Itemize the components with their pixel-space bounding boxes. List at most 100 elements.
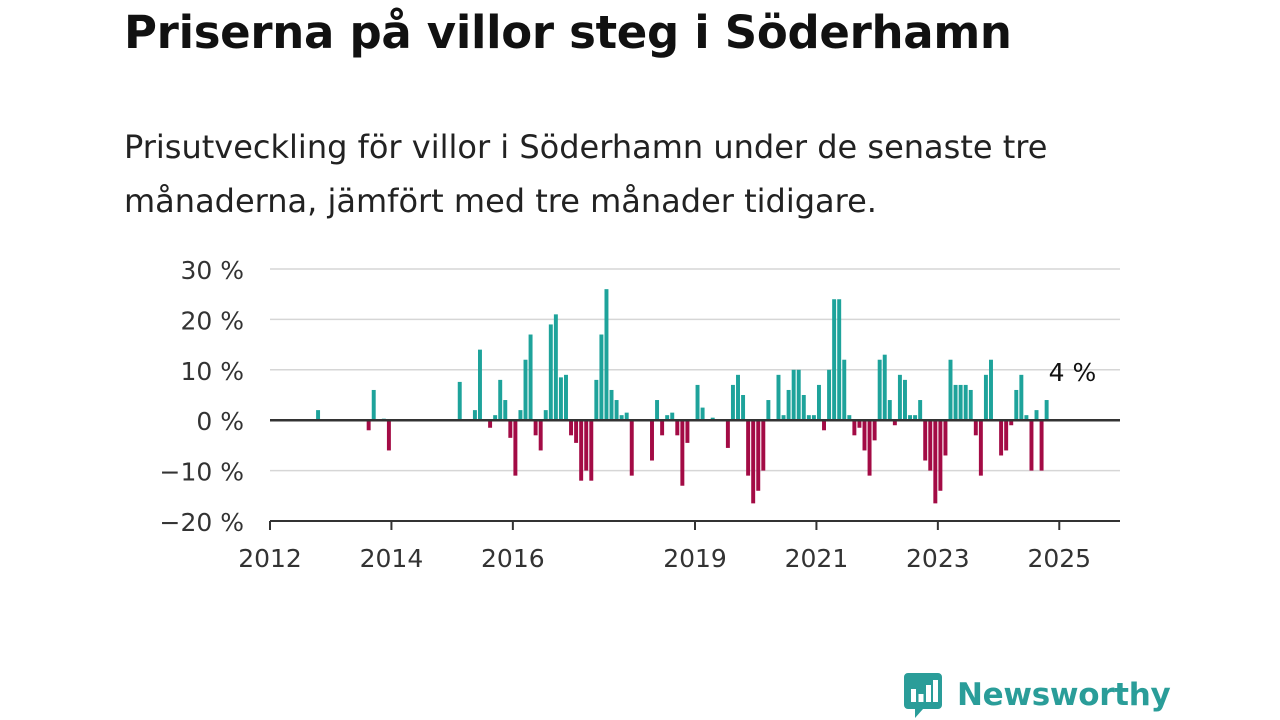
bar (371, 389, 376, 421)
bar (599, 334, 604, 421)
bar (968, 389, 973, 421)
bars (316, 289, 1049, 504)
y-tick-label: 10 % (180, 357, 244, 386)
x-tick-label: 2023 (906, 544, 970, 573)
bar (822, 420, 826, 431)
bar (523, 359, 528, 421)
bar (725, 420, 730, 448)
bar (903, 379, 907, 421)
bar (897, 374, 902, 421)
y-axis-tick-labels: 30 % 20 % 10 % 0 % −10 % −20 % (160, 256, 244, 537)
bar (933, 420, 938, 504)
bar (882, 354, 887, 421)
bar (503, 400, 508, 421)
bar (513, 420, 518, 476)
bar (670, 412, 675, 421)
bar (1004, 420, 1009, 451)
bar (472, 410, 477, 421)
bar (867, 420, 872, 476)
bar-chart: 30 %20 %10 %0 %−10 %−20 % 2012 2014 2016 20… (160, 256, 1120, 573)
y-tick-label: −10 % (160, 458, 244, 487)
bar (776, 374, 781, 421)
value-annotation: 4 % (1049, 358, 1097, 387)
bar (842, 359, 847, 421)
chart-subtitle: Prisutveckling för villor i Söderhamn un… (124, 128, 1048, 220)
brand-name: Newsworthy (957, 677, 1171, 713)
bar (498, 379, 503, 421)
bar (973, 420, 978, 436)
bar (619, 415, 624, 421)
x-tick-label: 2021 (785, 544, 849, 573)
bar (528, 334, 533, 421)
bar (801, 395, 806, 421)
bar (918, 400, 923, 421)
y-tick-label: 0 % (196, 407, 244, 436)
bar (665, 415, 670, 421)
bar (1009, 420, 1014, 426)
bar (948, 359, 953, 421)
bar (1024, 415, 1029, 421)
x-tick-label: 2012 (238, 544, 302, 573)
bar (538, 420, 543, 451)
bar (533, 420, 538, 436)
bar (1014, 389, 1019, 421)
chart-title: Priserna på villor steg i Söderhamn (124, 6, 1012, 59)
bar (650, 420, 654, 461)
bar (624, 412, 629, 421)
bar (1019, 374, 1024, 421)
x-tick-label: 2016 (481, 544, 545, 573)
axes (269, 418, 1120, 530)
bar (488, 420, 493, 428)
bar (852, 420, 857, 436)
bar (493, 415, 498, 421)
bar (366, 420, 371, 431)
bar (953, 384, 958, 421)
bar (796, 369, 801, 421)
bar (730, 384, 735, 421)
bar (827, 369, 832, 421)
bar (877, 359, 882, 421)
bar (908, 415, 913, 421)
y-tick-label: 20 % (180, 306, 244, 335)
bar (923, 420, 928, 461)
x-tick-label: 2014 (360, 544, 424, 573)
bar (892, 420, 897, 426)
bar (457, 381, 462, 421)
bar (913, 415, 918, 421)
y-tick-label: −20 % (160, 508, 244, 537)
newsworthy-logo-icon (904, 673, 942, 718)
bar (989, 359, 993, 421)
x-axis-tick-labels: 2012 2014 2016 2019 2021 2023 2025 (238, 544, 1091, 573)
bar (983, 374, 988, 421)
bar (700, 407, 705, 421)
bar (675, 420, 680, 436)
bar (584, 420, 589, 471)
bar (938, 420, 943, 491)
bar (766, 400, 771, 421)
bar (857, 420, 862, 428)
bar (872, 420, 877, 441)
bar (847, 415, 852, 421)
bar (655, 400, 660, 421)
bar (1034, 410, 1039, 421)
bar (1029, 420, 1034, 471)
bar (746, 420, 751, 476)
bar (710, 417, 715, 421)
bar (837, 299, 842, 421)
bar (386, 420, 391, 451)
x-tick-label: 2025 (1027, 544, 1091, 573)
bar (478, 349, 482, 421)
bar (594, 379, 599, 421)
bar (943, 420, 948, 456)
bar (786, 389, 791, 421)
bar (548, 324, 553, 421)
bar (660, 420, 665, 436)
bar (806, 415, 811, 421)
bar (564, 374, 568, 421)
bar (604, 289, 609, 421)
bar (811, 415, 816, 421)
bar (695, 384, 700, 421)
bar (887, 400, 892, 421)
annotations: 4 % (1049, 358, 1097, 387)
bar (558, 377, 563, 421)
